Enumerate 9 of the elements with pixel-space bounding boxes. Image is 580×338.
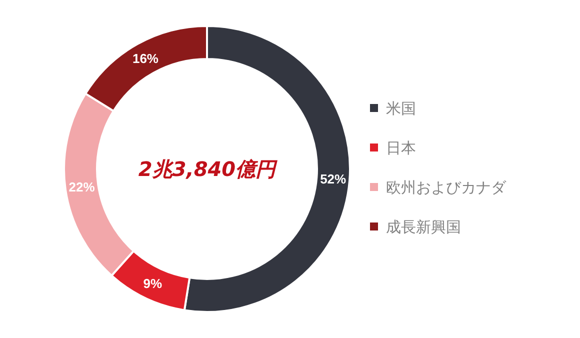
legend-label: 日本 <box>386 138 416 157</box>
text: 2兆3,840億円 <box>138 157 278 181</box>
legend-label: 成長新興国 <box>386 218 461 236</box>
data-label: 16% <box>132 51 159 66</box>
data-label: 9% <box>143 276 162 291</box>
legend-label: 欧州およびカナダ <box>386 178 507 196</box>
legend-label: 米国 <box>386 99 416 118</box>
data-label: 52% <box>320 172 347 187</box>
data-label: 22% <box>68 180 96 195</box>
